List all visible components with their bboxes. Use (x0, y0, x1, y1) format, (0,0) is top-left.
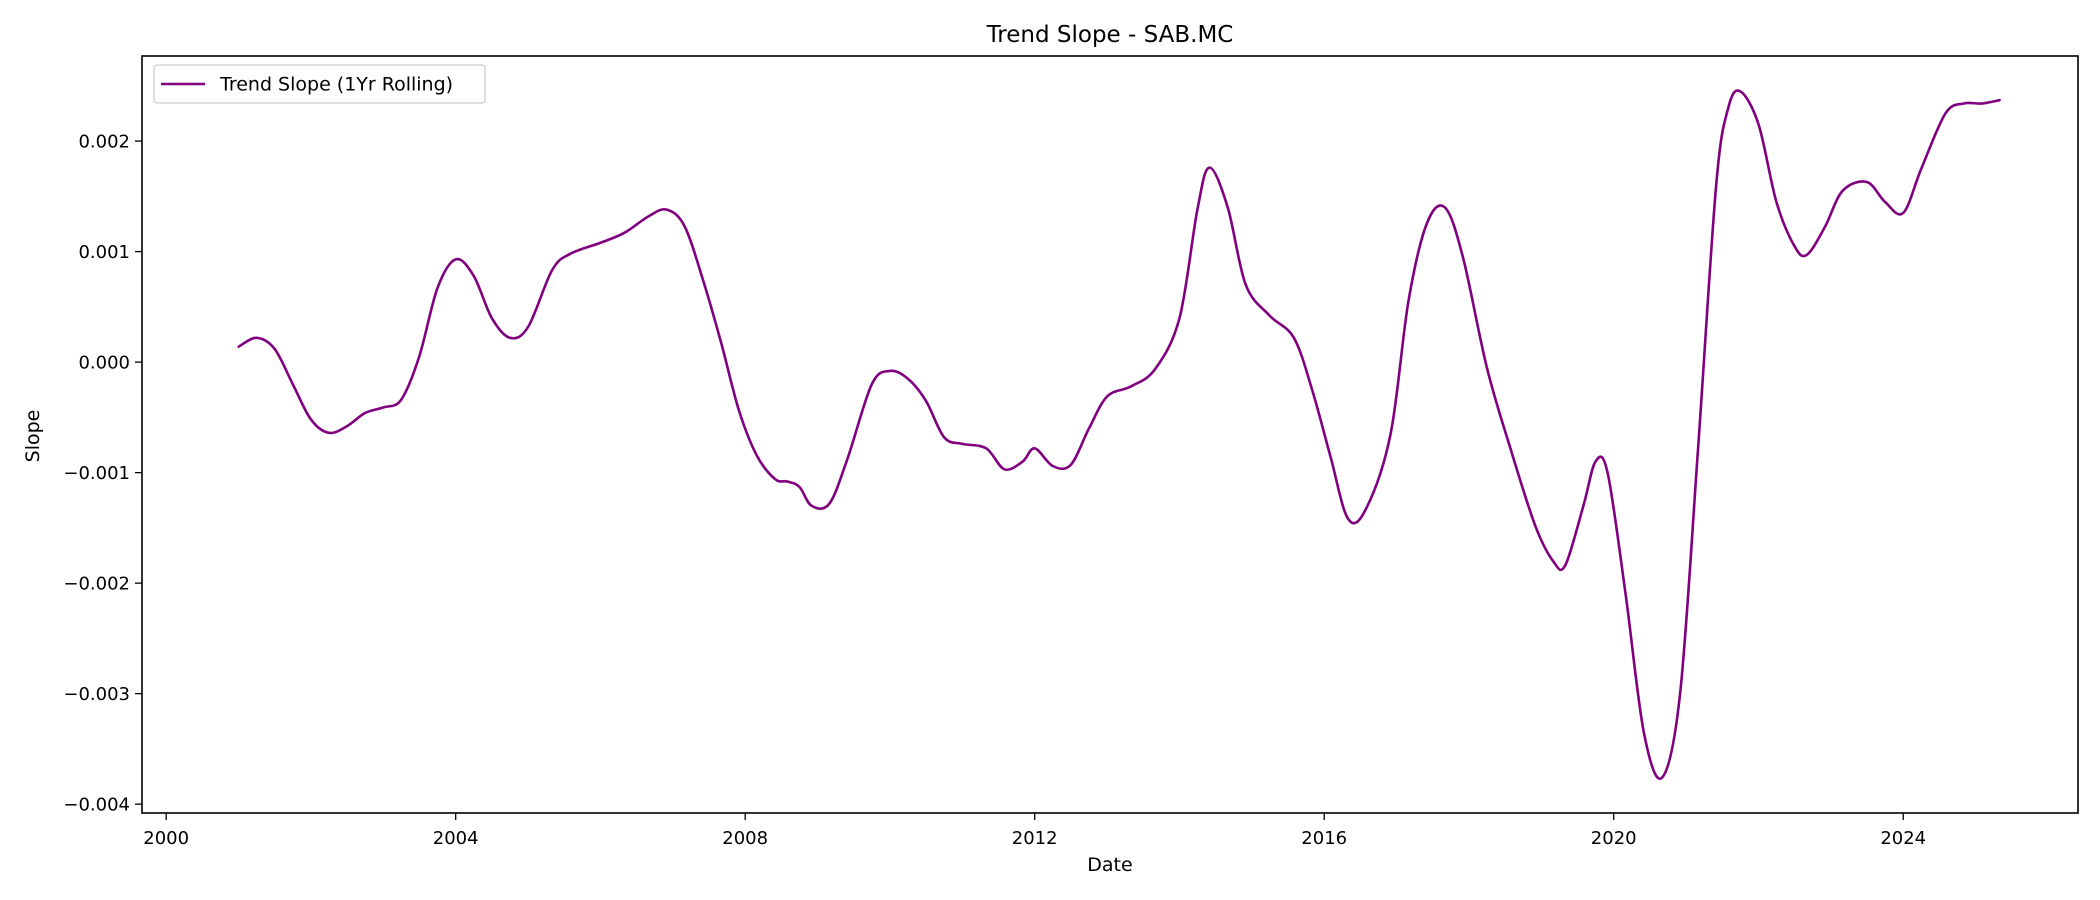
y-tick-label-6: 0.002 (78, 132, 130, 153)
x-tick-label-6: 2024 (1880, 828, 1926, 849)
y-axis-label: Slope (22, 410, 44, 463)
x-axis-label: Date (1087, 854, 1132, 876)
y-tick-label-2: −0.002 (63, 574, 130, 595)
x-tick-label-0: 2000 (143, 828, 189, 849)
y-tick-label-5: 0.001 (78, 242, 130, 263)
x-tick-label-2: 2008 (722, 828, 768, 849)
y-tick-label-4: 0.000 (78, 353, 130, 374)
x-tick-label-1: 2004 (433, 828, 479, 849)
legend: Trend Slope (1Yr Rolling) (153, 64, 486, 104)
series-line-0 (237, 89, 2001, 781)
axes: 2000 2004 2008 2012 2016 2020 2024 −0.004 −0.003… (63, 132, 1926, 849)
legend-label: Trend Slope (1Yr Rolling) (219, 74, 453, 96)
x-tick-label-5: 2020 (1591, 828, 1637, 849)
y-tick-label-1: −0.003 (63, 684, 130, 705)
y-tick-label-0: −0.004 (63, 795, 130, 816)
y-tick-label-3: −0.001 (63, 463, 130, 484)
plot-area (237, 89, 2001, 781)
chart-title: Trend Slope - SAB.MC (986, 22, 1234, 48)
plot-frame (141, 55, 2079, 814)
x-tick-label-3: 2012 (1012, 828, 1058, 849)
x-tick-label-4: 2016 (1301, 828, 1347, 849)
legend-box (153, 64, 486, 104)
